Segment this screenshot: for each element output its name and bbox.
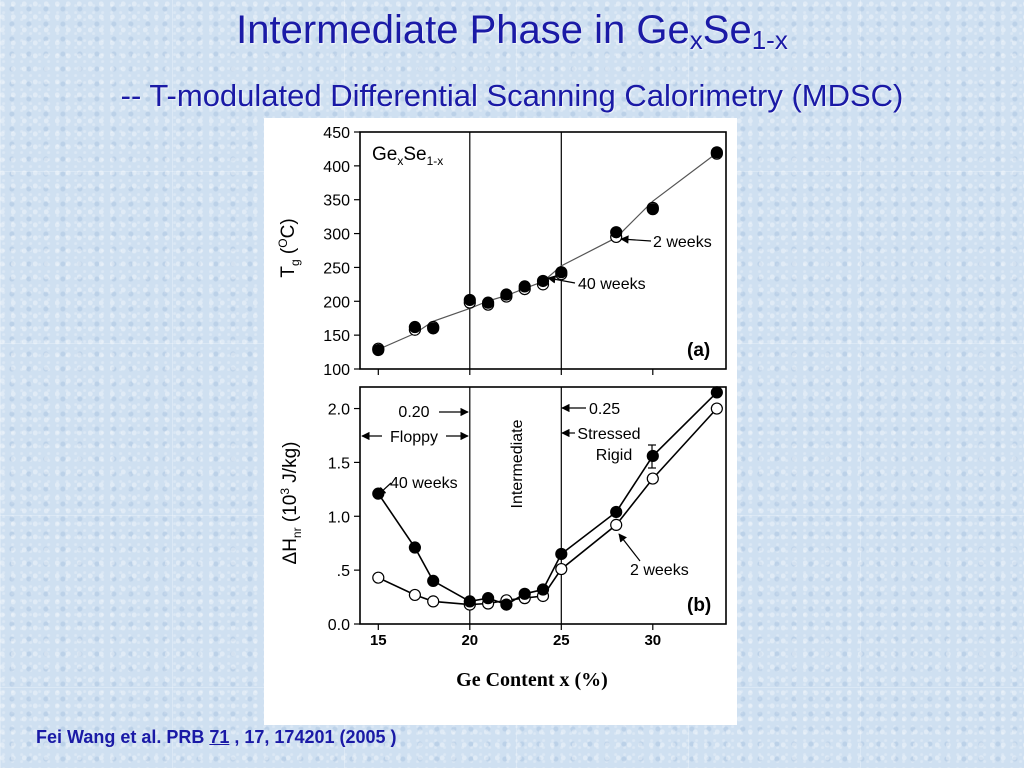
data-point-40-weeks [536, 583, 550, 596]
data-point-2-weeks [610, 518, 623, 531]
data-point-40-weeks [646, 449, 659, 463]
annotation-40-weeks-a-arrow [547, 275, 576, 284]
xtick-label: 25 [553, 632, 570, 649]
citation: Fei Wang et al. PRB 71 , 17, 174201 (200… [36, 727, 397, 747]
data-point-40-weeks [518, 280, 531, 293]
panel-b-label: (b) [687, 595, 711, 616]
data-point-2-weeks [408, 588, 421, 602]
annotation-2-weeks-b: 2 weeks [630, 562, 689, 579]
data-point-40-weeks [500, 598, 513, 611]
ytick-label: 1.0 [328, 509, 350, 526]
data-point-40-weeks [610, 226, 623, 239]
fit-curve-tg [378, 152, 718, 350]
data-point-40-weeks [427, 322, 440, 335]
panel-b-frame [359, 386, 727, 625]
data-point-40-weeks [610, 505, 623, 519]
data-point-2-weeks [427, 595, 440, 608]
annotation-intermediate: Intermediate [509, 419, 526, 508]
data-point-40-weeks [372, 487, 385, 500]
ytick-label: 350 [323, 193, 350, 210]
annotation-floppy: Floppy [390, 429, 438, 446]
data-point-40-weeks [408, 320, 421, 334]
mdsc-figure: 100 150 200 250 300 350 400 450 0.0 .5 1.0 1.5 2.0 1… [276, 125, 727, 691]
data-point-40-weeks [500, 288, 513, 301]
annotation-40-weeks-b: 40 weeks [390, 475, 458, 492]
panel-a-ylabel: Tg (OC) [276, 218, 302, 277]
annotation-2-weeks-b-arrow [618, 533, 641, 562]
data-point-40-weeks [482, 296, 495, 309]
data-point-2-weeks [372, 571, 385, 584]
data-point-40-weeks [463, 595, 476, 608]
annotation-boundary-020: 0.20 [398, 404, 429, 421]
xtick-label: 15 [370, 632, 387, 649]
data-point-40-weeks [463, 293, 476, 307]
data-point-40-weeks [710, 146, 723, 159]
x-axis-label: Ge Content x (%) [456, 669, 608, 691]
slide-title: Intermediate Phase in GexSe1-x [236, 8, 788, 55]
data-point-40-weeks [555, 547, 568, 561]
ytick-label: 150 [323, 328, 350, 345]
data-point-2-weeks [555, 562, 568, 576]
data-point-40-weeks [482, 592, 495, 605]
data-point-40-weeks [555, 266, 568, 279]
data-point-40-weeks [518, 587, 531, 600]
ytick-label: 300 [323, 227, 350, 244]
annotation-rigid: Rigid [596, 447, 632, 464]
ytick-label: 400 [323, 159, 350, 176]
ytick-label: 250 [323, 260, 350, 277]
ytick-label: 200 [323, 294, 350, 311]
data-point-40-weeks [646, 203, 659, 216]
panel-b-ylabel: ΔHnr (103 J/kg) [278, 442, 304, 565]
ytick-label: 1.5 [328, 455, 350, 472]
data-point-40-weeks [536, 274, 550, 288]
panel-a-inset-label: GexSe1-x [372, 144, 443, 168]
panel-a-label: (a) [687, 340, 710, 361]
annotation-boundary-025: 0.25 [589, 401, 620, 418]
data-point-40-weeks [408, 541, 421, 554]
figure-panel: 100 150 200 250 300 350 400 450 0.0 .5 1.0 1.5 2.0 1… [264, 118, 737, 725]
ytick-label: 100 [323, 362, 350, 379]
annotation-40-weeks-a: 40 weeks [578, 276, 646, 293]
annotation-40-weeks-b-arrow [377, 482, 392, 496]
data-point-40-weeks [710, 386, 723, 399]
data-point-2-weeks [710, 402, 723, 415]
xtick-label: 30 [644, 632, 661, 649]
data-point-2-weeks [646, 472, 659, 485]
ytick-label: 2.0 [328, 402, 350, 419]
ytick-label: 0.0 [328, 617, 350, 634]
ytick-label: .5 [337, 563, 350, 580]
data-point-40-weeks [372, 343, 385, 357]
panel-a-frame [359, 131, 727, 370]
annotation-2-weeks-a-arrow [620, 235, 652, 244]
annotation-stressed: Stressed [577, 426, 640, 443]
xtick-label: 20 [461, 632, 478, 649]
slide-subtitle: -- T-modulated Differential Scanning Cal… [120, 78, 904, 113]
data-point-40-weeks [427, 574, 440, 588]
annotation-2-weeks-a: 2 weeks [653, 234, 712, 251]
ytick-label: 450 [323, 125, 350, 142]
